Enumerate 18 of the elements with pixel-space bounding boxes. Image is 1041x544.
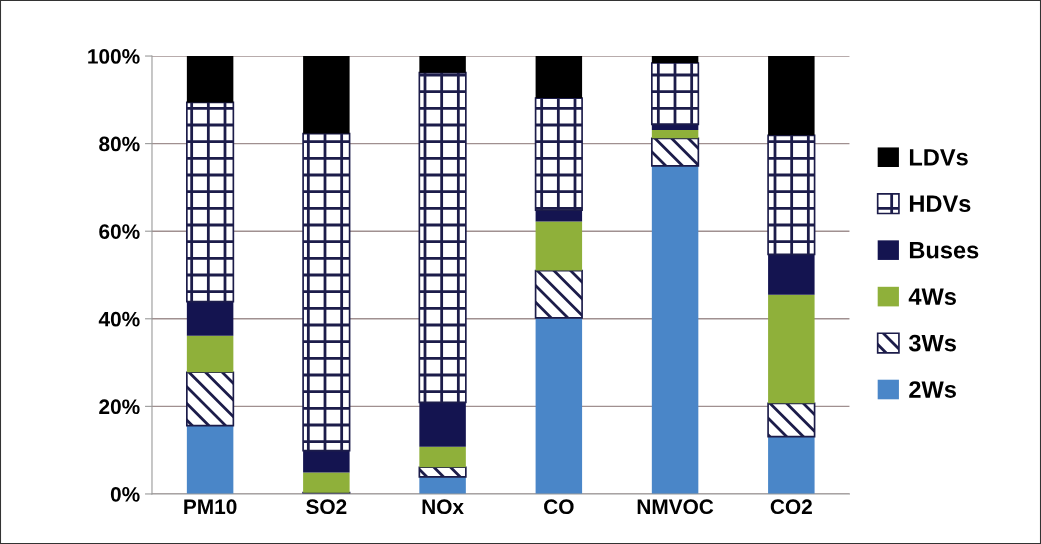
x-tick-label: CO2: [770, 499, 812, 515]
legend-label: Buses: [909, 242, 979, 259]
legend-label: HDVs: [909, 195, 971, 213]
x-tick-label: CO: [544, 499, 574, 515]
x-tick-label: NMVOC: [637, 499, 714, 515]
x-tick-label: PM10: [184, 499, 237, 515]
legend-label: 4Ws: [908, 288, 956, 305]
y-tick-label: 60%: [99, 224, 140, 239]
y-tick-label: 20%: [99, 399, 140, 415]
y-tick-label: 100%: [88, 49, 140, 64]
legend-label: 2Ws: [909, 381, 956, 398]
y-tick-label: 80%: [99, 136, 140, 152]
legend-label: 3Ws: [908, 334, 956, 352]
x-tick-label: SO2: [306, 499, 347, 515]
legend-label: LDVs: [909, 149, 968, 166]
y-tick-label: 0%: [110, 486, 140, 502]
y-tick-label: 40%: [98, 311, 140, 327]
x-tick-label: NOx: [422, 499, 464, 515]
